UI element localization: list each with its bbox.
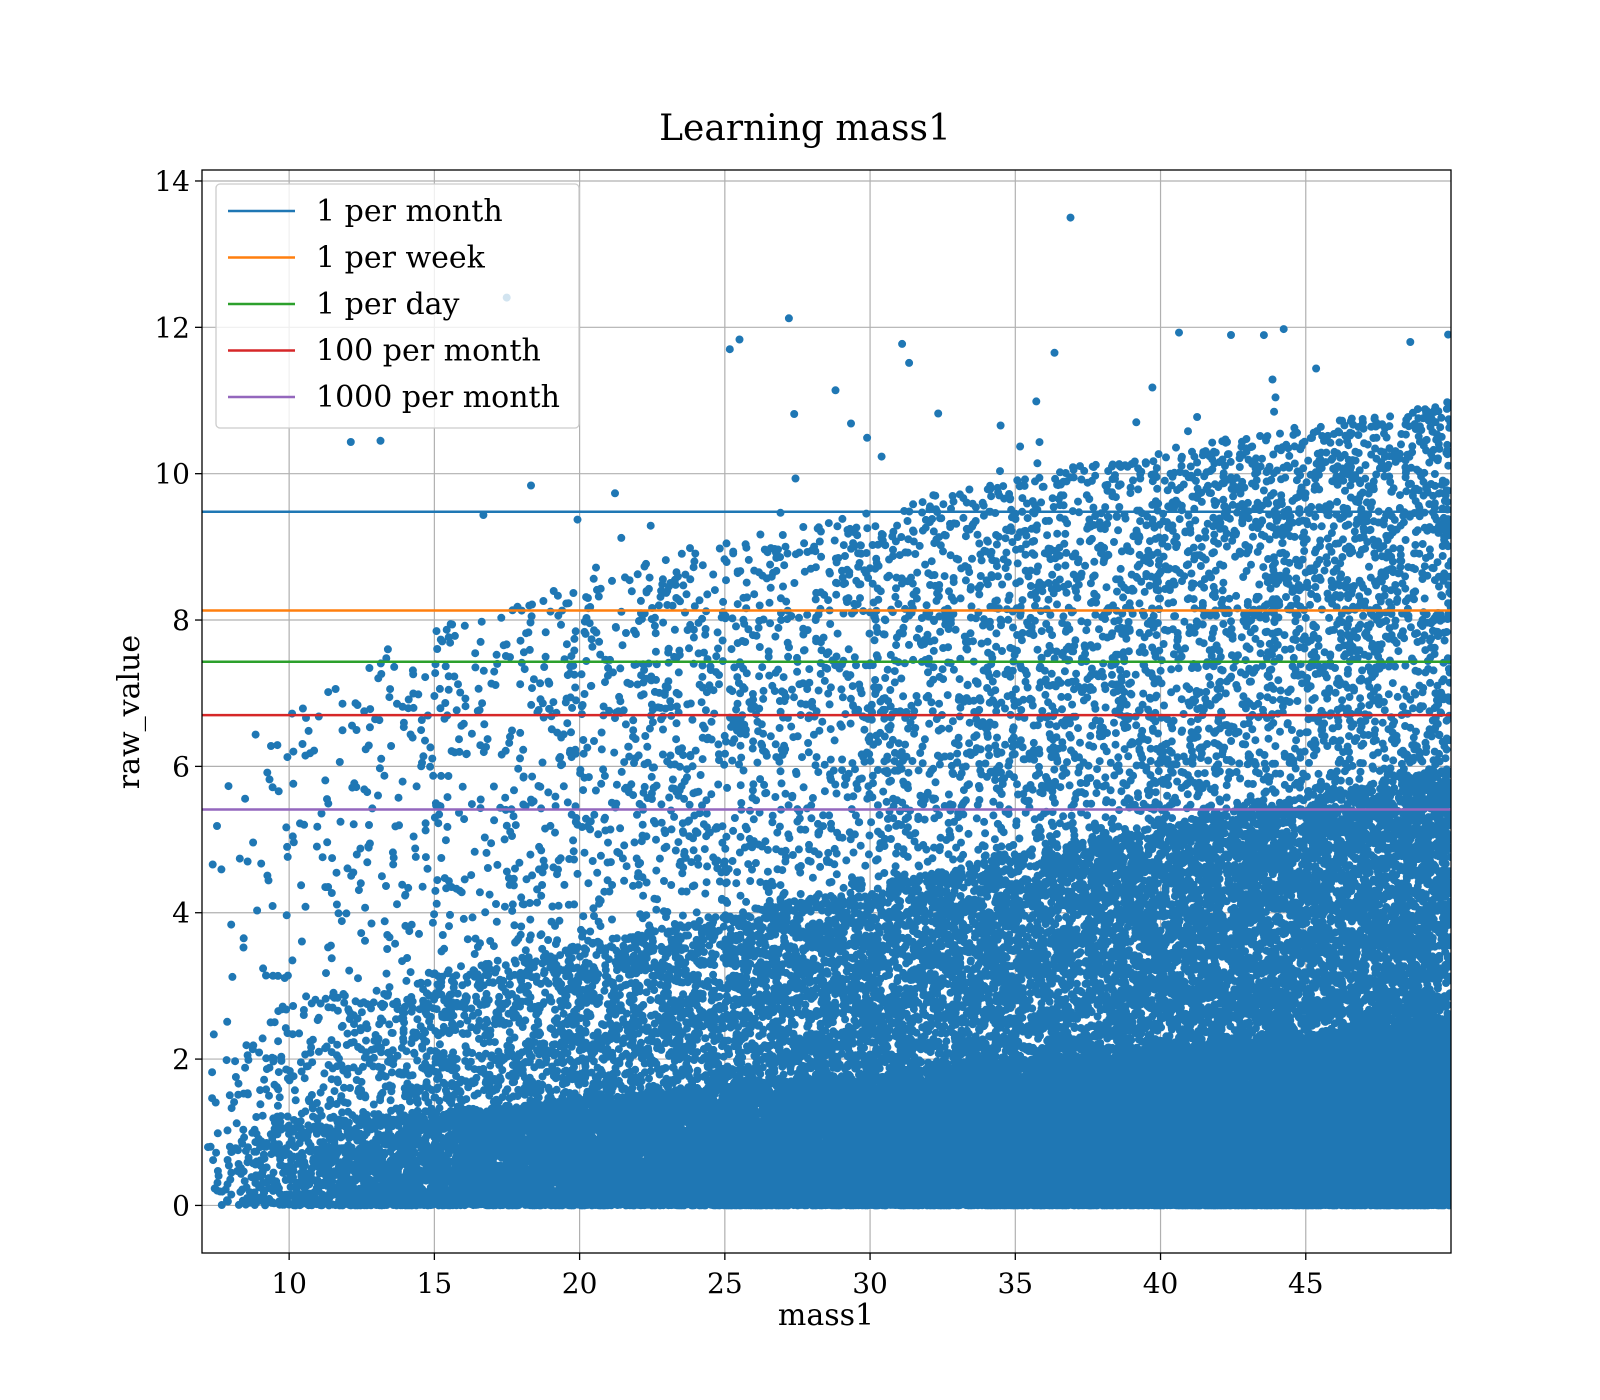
x-tick-label: 25: [707, 1267, 743, 1300]
y-tick-label: 8: [172, 604, 190, 637]
x-tick-label: 10: [271, 1267, 307, 1300]
legend-label: 1000 per month: [316, 380, 560, 415]
x-tick-label: 40: [1143, 1267, 1179, 1300]
legend-label: 1 per month: [316, 194, 503, 229]
legend-label: 1 per week: [316, 241, 486, 276]
y-tick-label: 12: [154, 311, 190, 344]
y-tick-label: 6: [172, 750, 190, 783]
y-tick-label: 14: [154, 165, 190, 198]
y-tick-label: 4: [172, 897, 190, 930]
legend: 1 per month 1 per week 1 per day 100 per mo…: [216, 184, 579, 428]
y-tick-label: 10: [154, 458, 190, 491]
y-tick-label: 2: [172, 1043, 190, 1076]
x-tick-label: 35: [997, 1267, 1033, 1300]
x-tick-label: 20: [562, 1267, 598, 1300]
chart-title: Learning mass1: [659, 108, 951, 149]
x-tick-label: 30: [852, 1267, 888, 1300]
legend-label: 1 per day: [316, 287, 460, 322]
y-tick-label: 0: [172, 1189, 190, 1222]
legend-label: 100 per month: [316, 334, 541, 369]
x-axis-label: mass1: [778, 1298, 874, 1333]
x-tick-label: 45: [1288, 1267, 1324, 1300]
x-tick-label: 15: [417, 1267, 453, 1300]
y-axis-label: raw_value: [112, 635, 147, 789]
